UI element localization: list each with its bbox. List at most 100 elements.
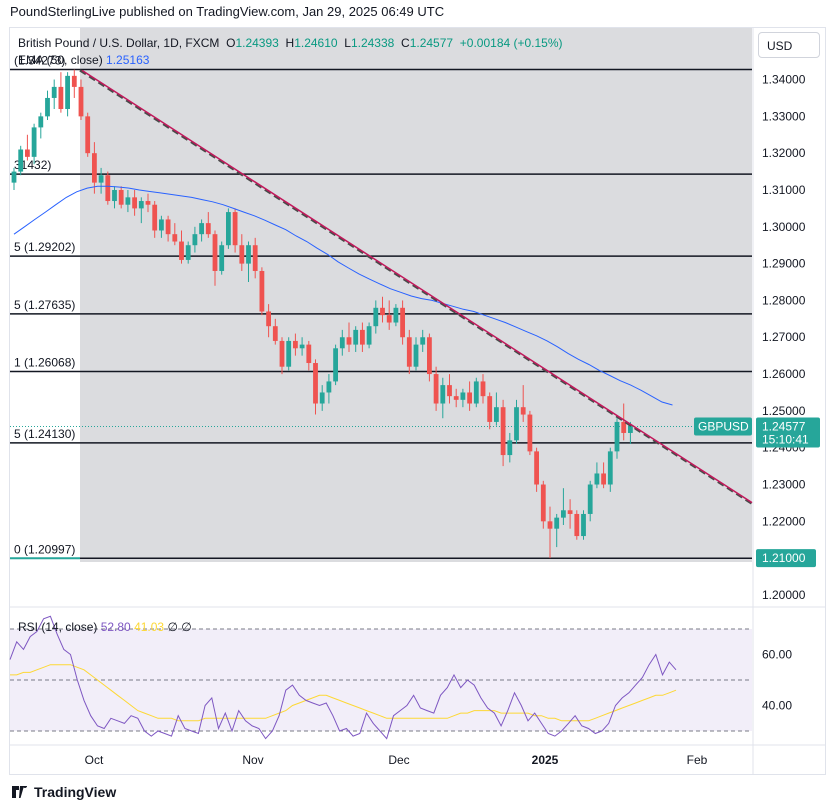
price-tag-countdown: 15:10:41 xyxy=(762,432,809,446)
price-tick-label: 1.23000 xyxy=(762,478,806,492)
candle-body xyxy=(574,513,580,537)
legend-ema: EMA (50, close) 1.25163 xyxy=(18,53,149,67)
candle-body xyxy=(192,234,198,246)
legend-symbol[interactable]: British Pound / U.S. Dollar, 1D, FXCM xyxy=(18,36,220,50)
legend-ohlc: British Pound / U.S. Dollar, 1D, FXCM O 1… xyxy=(18,36,563,50)
legend-high: 1.24610 xyxy=(294,36,338,50)
candle-body xyxy=(38,116,44,128)
x-tick-label: 2025 xyxy=(532,753,559,767)
candle-body xyxy=(199,223,204,235)
candle-body xyxy=(534,451,539,485)
candle-body xyxy=(360,329,365,345)
shaded-region xyxy=(80,28,752,562)
candle-body xyxy=(185,245,191,260)
rsi-tick-label: 40.00 xyxy=(762,699,792,713)
price-tick-label: 1.27000 xyxy=(762,330,806,344)
price-tick-label: 1.33000 xyxy=(762,109,806,123)
candle-body xyxy=(58,86,64,109)
candle-body xyxy=(125,197,131,205)
footer-brand-text: TradingView xyxy=(34,784,117,800)
candle-body xyxy=(607,451,613,485)
trendline-dashed xyxy=(79,69,753,505)
candle-body xyxy=(152,204,158,231)
candle-body xyxy=(232,212,238,246)
rsi-ma-line xyxy=(10,664,677,722)
legend-open-label: O xyxy=(226,36,236,50)
candle-body xyxy=(25,149,30,157)
level-label: 1 (1.26068) xyxy=(14,356,75,370)
candle-body xyxy=(299,344,305,349)
candle-body xyxy=(293,340,298,349)
price-tag-symbol-bg xyxy=(694,417,752,436)
level-tag-bg xyxy=(756,549,816,568)
candle-body xyxy=(205,223,211,235)
candle-body xyxy=(594,473,600,485)
candle-body xyxy=(373,307,379,327)
candle-body xyxy=(413,344,419,367)
price-tick-label: 1.31000 xyxy=(762,183,806,197)
price-tick-label: 1.29000 xyxy=(762,257,806,271)
tradingview-logo-icon xyxy=(12,786,27,798)
candle-body xyxy=(98,175,104,183)
legend-rsi: RSI (14, close) 52.80 41.03 ∅ ∅ xyxy=(18,620,192,634)
legend-rsi-label[interactable]: RSI (14, close) xyxy=(18,620,98,634)
candle-body xyxy=(226,212,231,246)
price-tag-symbol-text: GBPUSD xyxy=(698,419,749,433)
hidden-icon[interactable]: ∅ xyxy=(181,620,192,634)
level-label: 5 (1.29202) xyxy=(14,240,75,254)
candle-body xyxy=(179,241,184,260)
candle-body xyxy=(266,311,271,327)
candle-body xyxy=(433,374,439,404)
candle-body xyxy=(420,337,426,345)
legend-rsi-value: 52.80 xyxy=(100,620,131,634)
chart-frame xyxy=(9,27,826,775)
candle-body xyxy=(272,326,278,341)
candle-body xyxy=(92,153,97,183)
price-tick-label: 1.30000 xyxy=(762,220,806,234)
candle-body xyxy=(406,337,412,367)
legend-ema-value: 1.25163 xyxy=(106,53,150,67)
legend-ema-label[interactable]: EMA (50, close) xyxy=(18,53,103,67)
legend-high-label: H xyxy=(285,36,295,50)
ema-line xyxy=(13,185,673,406)
legend-change: +0.00184 (+0.15%) xyxy=(459,36,563,50)
candle-body xyxy=(561,510,566,518)
legend-low-label: L xyxy=(344,36,351,50)
hidden-icon[interactable]: ∅ xyxy=(167,620,178,634)
price-tick-label: 1.34000 xyxy=(762,73,806,87)
candle-body xyxy=(71,75,77,87)
candle-body xyxy=(18,149,24,172)
candle-body xyxy=(520,407,526,415)
candle-body xyxy=(467,392,472,404)
price-tick-label: 1.26000 xyxy=(762,367,806,381)
candle-body xyxy=(105,175,111,202)
x-tick-label: Dec xyxy=(388,753,409,767)
candle-body xyxy=(427,337,432,375)
candle-body xyxy=(601,473,606,485)
level-tag-text: 1.21000 xyxy=(762,551,806,565)
candle-body xyxy=(480,381,486,397)
level-label: 5 (1.27635) xyxy=(14,298,75,312)
candle-body xyxy=(460,392,466,400)
level-label: 5 (1.24130) xyxy=(14,427,75,441)
candle-body xyxy=(65,75,70,109)
currency-button[interactable]: USD xyxy=(758,32,820,58)
price-tick-label: 1.28000 xyxy=(762,293,806,307)
price-tick-label: 1.25000 xyxy=(762,404,806,418)
candle-body xyxy=(279,340,285,367)
candle-body xyxy=(246,245,251,264)
footer-brand[interactable]: TradingView xyxy=(12,784,116,800)
candle-body xyxy=(554,517,560,529)
candle-body xyxy=(500,407,506,456)
publisher-caption: PoundSterlingLive published on TradingVi… xyxy=(10,4,445,19)
candle-body xyxy=(259,270,265,312)
candle-body xyxy=(346,337,352,345)
candle-body xyxy=(447,385,452,397)
candle-body xyxy=(112,189,117,202)
candle-body xyxy=(306,344,312,364)
candle-body xyxy=(366,326,372,345)
candle-body xyxy=(540,484,546,522)
candle-body xyxy=(118,189,124,205)
x-tick-label: Nov xyxy=(242,753,263,767)
